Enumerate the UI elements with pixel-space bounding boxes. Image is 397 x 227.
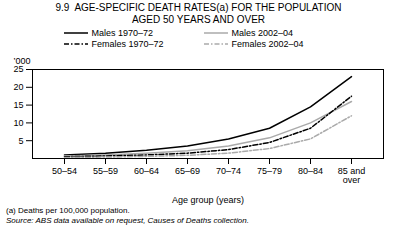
svg-text:Age group (years): Age group (years) <box>172 195 244 205</box>
svg-text:’000: ’000 <box>13 56 30 66</box>
html-text:Males 1970–72: Males 1970–72 <box>91 28 153 38</box>
svg-text:85 andover: 85 andover <box>338 166 366 185</box>
svg-text:15: 15 <box>13 100 23 110</box>
svg-text:20: 20 <box>13 82 23 92</box>
html-text:Females 2002–04: Females 2002–04 <box>231 39 304 49</box>
svg-text:80–84: 80–84 <box>298 166 323 176</box>
svg-text:65–69: 65–69 <box>175 166 200 176</box>
svg-text:60–64: 60–64 <box>134 166 159 176</box>
html-text:Females 1970–72: Females 1970–72 <box>91 39 164 49</box>
svg-text:55–59: 55–59 <box>93 166 118 176</box>
html-text:Males 2002–04: Males 2002–04 <box>231 28 293 38</box>
svg-text:75–79: 75–79 <box>257 166 282 176</box>
svg-text:50–54: 50–54 <box>52 166 77 176</box>
svg-text:5: 5 <box>18 136 23 146</box>
html-text:9.9 AGE-SPECIFIC DEATH RATES(a: 9.9 AGE-SPECIFIC DEATH RATES(a) FOR THE … <box>55 2 342 13</box>
svg-text:10: 10 <box>13 118 23 128</box>
html-text:Source: ABS data available on: Source: ABS data available on request, C… <box>6 215 249 225</box>
html-text:(a) Deaths per 100,000 populat: (a) Deaths per 100,000 population. <box>6 206 130 215</box>
html-text:AGED 50 YEARS AND OVER: AGED 50 YEARS AND OVER <box>131 13 266 25</box>
svg-text:70–74: 70–74 <box>216 166 241 176</box>
svg-text:25: 25 <box>13 64 24 75</box>
